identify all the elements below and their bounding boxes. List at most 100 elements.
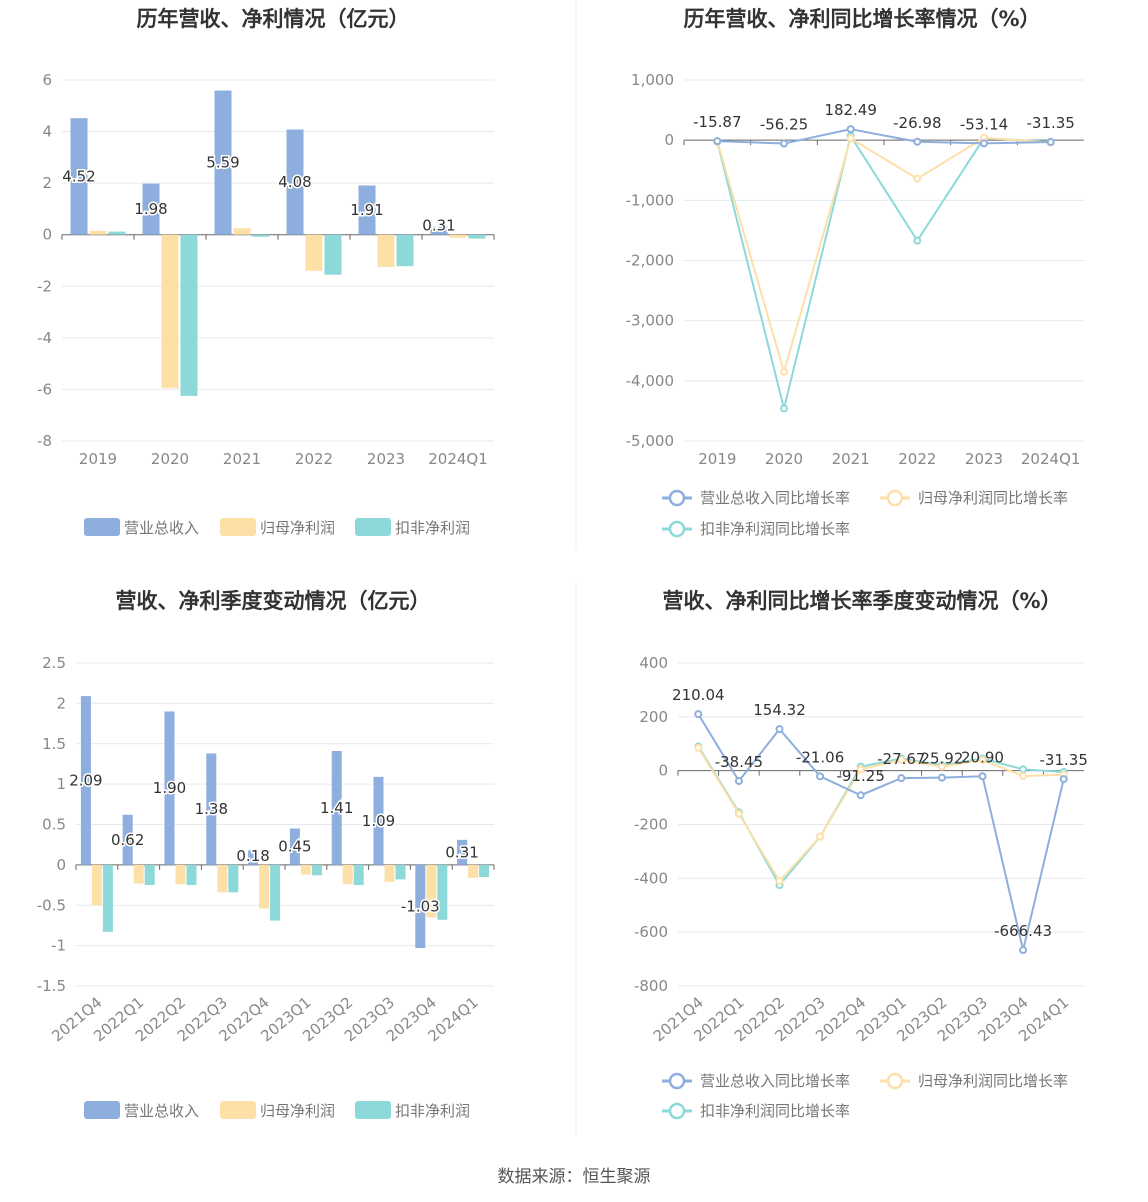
legend-marker	[668, 1102, 686, 1120]
data-label: 0.31	[445, 843, 478, 861]
bar-revenue	[289, 828, 300, 865]
series-point	[1019, 946, 1028, 955]
data-label: 210.04	[672, 686, 725, 704]
legend-swatch	[220, 518, 256, 536]
legend-label: 归母净利润同比增长率	[918, 489, 1068, 507]
y-tick-label: 6	[42, 71, 52, 89]
data-label: 4.52	[62, 167, 95, 185]
series-point	[780, 139, 788, 148]
series-line-deducted-profit	[716, 133, 1051, 409]
x-tick-label: 2023	[965, 450, 1003, 468]
bar-net-profit	[449, 234, 467, 238]
bar-net-profit	[259, 864, 270, 909]
bar-revenue	[248, 850, 259, 865]
legend-label: 营业总收入同比增长率	[700, 489, 850, 507]
quarterly-growth-rate-chart: 营收、净利同比增长率季度变动情况（%） 400 200 0 -200 -400 -600 -8…	[634, 589, 1088, 1120]
y-tick-label: 1	[56, 775, 66, 793]
legend-label: 营业总收入	[124, 1102, 199, 1120]
legend-label: 营业总收入同比增长率	[700, 1072, 850, 1090]
bar-deducted-profit	[353, 864, 364, 886]
data-label: 1.09	[362, 812, 395, 830]
chart-title: 营收、净利季度变动情况（亿元）	[116, 589, 431, 613]
bar-net-profit	[305, 234, 323, 271]
series-point	[846, 125, 855, 134]
bar-net-profit	[233, 228, 251, 235]
data-label: 5.59	[206, 154, 239, 172]
bar-revenue	[373, 776, 384, 865]
legend-marker	[886, 489, 904, 507]
bar-revenue	[430, 226, 448, 235]
bar-deducted-profit	[186, 864, 197, 886]
y-tick-label: 200	[639, 708, 668, 726]
data-label: 1.98	[134, 200, 167, 218]
legend-swatch	[355, 1101, 391, 1119]
y-tick-label: -600	[634, 923, 668, 941]
bar-net-profit	[377, 234, 395, 267]
series-point	[734, 809, 743, 818]
y-tick-label: 400	[639, 654, 668, 672]
data-label: -56.25	[760, 116, 808, 134]
legend-swatch	[84, 518, 120, 536]
bar-revenue	[457, 839, 468, 865]
data-label: 2.09	[69, 771, 102, 789]
data-label: -53.14	[960, 115, 1008, 133]
y-tick-label: 2.5	[42, 654, 66, 672]
legend-swatch	[355, 518, 391, 536]
data-label: 1.91	[350, 201, 383, 219]
x-tick-label: 2024Q1	[428, 450, 488, 468]
legend-marker	[668, 520, 686, 538]
bar-revenue	[80, 696, 91, 865]
data-label: -666.43	[994, 922, 1052, 940]
y-tick-label: -3,000	[626, 312, 674, 330]
y-tick-label: -6	[37, 380, 52, 398]
series-point	[816, 832, 825, 841]
data-label: 0.45	[278, 838, 311, 856]
bar-revenue	[214, 90, 232, 235]
bar-deducted-profit	[395, 864, 406, 880]
x-tick-label: 2023	[367, 450, 405, 468]
y-tick-label: -0.5	[37, 896, 66, 914]
data-label: -91.25	[837, 767, 885, 785]
bar-net-profit	[384, 864, 395, 882]
series-line-net-profit	[697, 747, 1064, 883]
x-tick-label: 2020	[765, 450, 803, 468]
legend-label: 归母净利润	[260, 519, 335, 537]
bar-revenue	[206, 753, 217, 865]
y-tick-label: -1.5	[37, 977, 66, 995]
series-point	[713, 137, 722, 146]
data-label: -15.87	[693, 113, 741, 131]
bar-net-profit	[426, 864, 437, 918]
chart-title: 营收、净利同比增长率季度变动情况（%）	[662, 589, 1061, 613]
series-point	[694, 743, 703, 752]
legend-label: 扣非净利润同比增长率	[700, 520, 850, 538]
bar-net-profit	[89, 230, 107, 235]
bar-revenue	[164, 711, 175, 865]
y-tick-label: -800	[634, 977, 668, 995]
legend-label: 扣非净利润同比增长率	[700, 1102, 850, 1120]
series-point	[913, 174, 922, 183]
x-tick-label: 2019	[79, 450, 117, 468]
bar-revenue	[286, 129, 304, 235]
data-label: 20.90	[961, 748, 1004, 766]
series-point	[816, 772, 825, 781]
data-label: 0.18	[236, 847, 269, 865]
y-tick-label: 0.5	[42, 816, 66, 834]
series-point	[846, 134, 855, 143]
bar-deducted-profit	[228, 864, 239, 893]
x-tick-label: 2019	[698, 450, 736, 468]
legend-swatch	[84, 1101, 120, 1119]
bar-deducted-profit	[102, 864, 113, 932]
bar-deducted-profit	[324, 234, 342, 275]
annual-revenue-profit-chart: 历年营收、净利情况（亿元） 6 4 2 0 -2 -4 -6 -8 4.52 1.98 5.59 4.0…	[37, 7, 495, 537]
y-tick-label: -2,000	[626, 252, 674, 270]
series-point	[913, 137, 922, 146]
data-label: 4.08	[278, 173, 311, 191]
bar-revenue	[142, 183, 160, 235]
y-tick-label: -4	[37, 329, 52, 347]
bar-deducted-profit	[468, 234, 486, 239]
data-label: 0.31	[422, 217, 455, 235]
series-point	[856, 791, 865, 800]
series-point	[897, 755, 906, 764]
y-tick-label: -400	[634, 869, 668, 887]
